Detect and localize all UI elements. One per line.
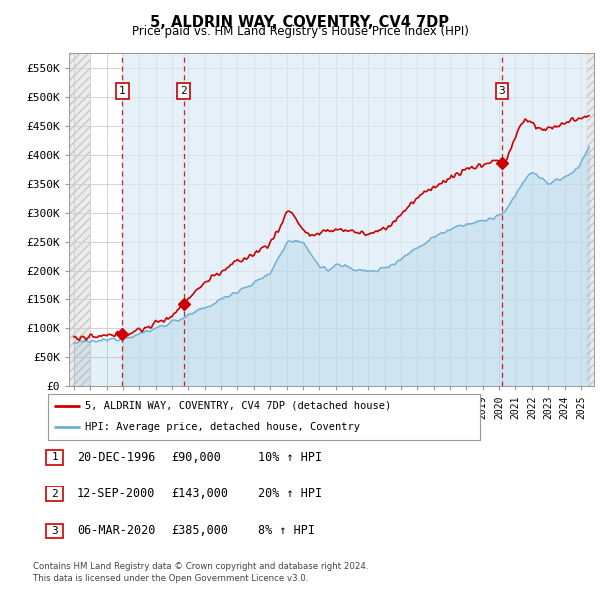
Text: 12-SEP-2000: 12-SEP-2000 xyxy=(77,487,155,500)
FancyBboxPatch shape xyxy=(46,486,63,502)
Text: 8% ↑ HPI: 8% ↑ HPI xyxy=(258,525,315,537)
Text: 20% ↑ HPI: 20% ↑ HPI xyxy=(258,487,322,500)
Bar xyxy=(502,53,586,386)
Text: 06-MAR-2020: 06-MAR-2020 xyxy=(77,525,155,537)
Text: HPI: Average price, detached house, Coventry: HPI: Average price, detached house, Cove… xyxy=(85,422,360,432)
FancyBboxPatch shape xyxy=(46,450,63,465)
Bar xyxy=(122,53,184,386)
Bar xyxy=(184,53,502,386)
FancyBboxPatch shape xyxy=(46,523,63,539)
Text: 2: 2 xyxy=(51,489,58,499)
Text: 3: 3 xyxy=(499,86,505,96)
Text: £143,000: £143,000 xyxy=(171,487,228,500)
Text: 3: 3 xyxy=(51,526,58,536)
Text: This data is licensed under the Open Government Licence v3.0.: This data is licensed under the Open Gov… xyxy=(33,574,308,583)
Text: 20-DEC-1996: 20-DEC-1996 xyxy=(77,451,155,464)
Text: 1: 1 xyxy=(51,453,58,462)
Text: £90,000: £90,000 xyxy=(171,451,221,464)
Bar xyxy=(69,53,90,386)
Bar xyxy=(586,53,594,386)
Text: 5, ALDRIN WAY, COVENTRY, CV4 7DP (detached house): 5, ALDRIN WAY, COVENTRY, CV4 7DP (detach… xyxy=(85,401,391,411)
Text: 1: 1 xyxy=(119,86,126,96)
Text: 5, ALDRIN WAY, COVENTRY, CV4 7DP: 5, ALDRIN WAY, COVENTRY, CV4 7DP xyxy=(151,15,449,30)
FancyBboxPatch shape xyxy=(48,394,480,440)
Text: 2: 2 xyxy=(180,86,187,96)
Text: Contains HM Land Registry data © Crown copyright and database right 2024.: Contains HM Land Registry data © Crown c… xyxy=(33,562,368,571)
Text: 10% ↑ HPI: 10% ↑ HPI xyxy=(258,451,322,464)
Text: £385,000: £385,000 xyxy=(171,525,228,537)
Text: Price paid vs. HM Land Registry's House Price Index (HPI): Price paid vs. HM Land Registry's House … xyxy=(131,25,469,38)
